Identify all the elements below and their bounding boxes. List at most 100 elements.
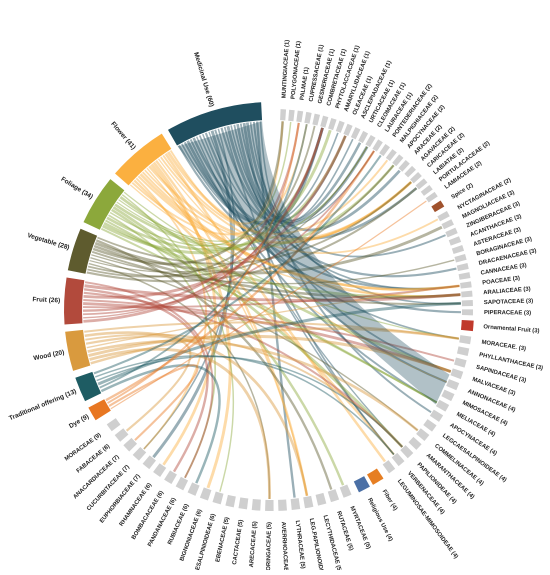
- chord-ribbon: [143, 128, 235, 450]
- use-label: Fruit (26): [32, 296, 60, 304]
- family-segment: [435, 399, 450, 412]
- chord-ribbon: [97, 301, 461, 386]
- use-label: Fiber (4): [381, 489, 398, 512]
- chord-ribbon: [245, 122, 401, 232]
- chord-ribbon: [83, 302, 452, 373]
- chord-ribbon: [99, 124, 308, 389]
- use-label: Ornamental Fruit (3): [483, 324, 540, 334]
- chord-ribbon: [83, 150, 375, 316]
- family-segment: [335, 120, 345, 133]
- family-segment: [446, 379, 460, 391]
- chord-ribbon: [183, 141, 460, 290]
- family-segment: [398, 159, 410, 172]
- chord-ribbon: [82, 122, 300, 312]
- use-segment: [63, 277, 85, 325]
- family-segment: [461, 290, 473, 298]
- chord-ribbon: [204, 132, 448, 384]
- use-segment: [88, 399, 111, 421]
- family-segment: [454, 357, 467, 368]
- chord-ribbon: [84, 288, 209, 473]
- family-segment: [142, 455, 156, 470]
- family-segment: [315, 492, 327, 506]
- family-segment: [456, 346, 470, 357]
- chord-ribbon: [186, 127, 324, 224]
- chord-ribbon: [259, 121, 354, 222]
- chord-ribbon: [85, 335, 192, 432]
- chord-ribbon: [236, 123, 362, 224]
- family-segment: [365, 134, 376, 148]
- chord-ribbon: [189, 138, 438, 404]
- chord-ribbon: [83, 291, 404, 448]
- chord-ribbon: [198, 135, 459, 340]
- chord-ribbon: [106, 135, 347, 251]
- family-segment: [451, 245, 465, 254]
- family-segment: [454, 253, 467, 263]
- family-segment: [461, 299, 473, 307]
- arc-layer: [63, 102, 474, 511]
- chord-ribbon: [166, 151, 413, 241]
- family-segment: [441, 389, 455, 402]
- chord-ribbon: [157, 158, 447, 383]
- family-segment: [164, 470, 177, 485]
- family-segment: [328, 117, 337, 131]
- chord-ribbon: [226, 125, 369, 225]
- family-segment: [350, 127, 361, 140]
- chord-ribbon: [114, 164, 395, 251]
- chord-ribbon: [202, 133, 395, 455]
- chord-ribbon: [255, 121, 296, 498]
- chord-ribbon: [84, 321, 459, 340]
- use-label: Dye (9): [68, 413, 90, 430]
- chord-ribbon: [87, 164, 395, 278]
- family-segment: [404, 165, 416, 178]
- chord-ribbon: [95, 239, 333, 490]
- family-segment: [238, 497, 249, 510]
- family-segment: [445, 227, 458, 238]
- chord-ribbon: [152, 130, 234, 459]
- chord-ribbon: [111, 208, 345, 486]
- family-segment: [429, 409, 444, 422]
- chord-ribbon: [91, 254, 455, 285]
- chord-ribbon: [105, 219, 438, 404]
- family-segment: [448, 236, 462, 246]
- use-segment: [367, 468, 384, 485]
- chord-ribbon: [100, 364, 221, 484]
- family-segment: [114, 428, 129, 442]
- chord-ribbon: [233, 124, 451, 373]
- family-segment: [425, 191, 438, 203]
- chord-ribbon: [242, 122, 324, 219]
- use-label: Medicinal Use (60): [192, 51, 215, 107]
- chord-ribbon: [230, 125, 460, 290]
- chord-ribbon: [93, 244, 461, 299]
- chord-ribbon: [87, 125, 316, 278]
- chord-ribbon: [110, 200, 427, 410]
- family-segment: [225, 494, 236, 508]
- family-label: EBENACEAE (5): [215, 517, 231, 563]
- use-segment: [115, 133, 172, 186]
- use-label: Vegetable (28): [26, 232, 70, 251]
- chord-ribbon: [90, 327, 460, 365]
- chord-ribbon: [84, 284, 461, 303]
- chord-ribbon: [108, 214, 216, 479]
- family-segment: [379, 144, 390, 157]
- family-label: POLYGONACEAE (1): [291, 41, 303, 100]
- chord-ribbon: [249, 122, 461, 305]
- family-segment: [392, 154, 404, 167]
- chord-ribbon: [133, 179, 395, 456]
- family-label: MORINGACEAE (5): [266, 522, 273, 570]
- chord-ribbon: [109, 121, 292, 247]
- family-label: LYTHRACEAE (5): [294, 520, 306, 569]
- chord-ribbon: [83, 127, 324, 319]
- chord-ribbon: [107, 122, 300, 404]
- family-label: PALMAE (1): [300, 67, 311, 101]
- chord-ribbon: [89, 347, 271, 500]
- chord-ribbon: [208, 131, 375, 227]
- family-segment: [382, 460, 396, 474]
- family-segment: [265, 499, 274, 511]
- family-segment: [441, 219, 454, 230]
- chord-ribbon: [121, 194, 235, 492]
- chord-ribbon: [108, 364, 199, 441]
- chord-ribbon: [137, 175, 460, 291]
- family-segment: [320, 115, 329, 128]
- use-segment: [65, 329, 91, 371]
